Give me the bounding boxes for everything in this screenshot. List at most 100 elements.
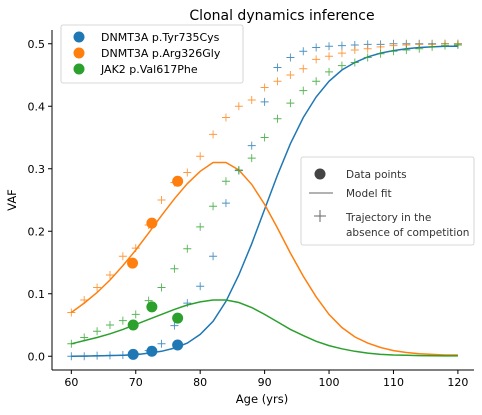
series-1-trajectory-point xyxy=(247,96,256,104)
series-1-trajectory-point xyxy=(363,44,372,53)
legend-series-1-label: DNMT3A p.Arg326Gly xyxy=(101,47,221,60)
series-1-trajectory-point xyxy=(350,46,359,54)
series-2-trajectory-point xyxy=(376,49,385,58)
series-2-data-point xyxy=(146,301,158,313)
series-0-trajectory-point xyxy=(286,53,295,62)
series-0-trajectory-point xyxy=(299,47,308,56)
series-2-trajectory-point xyxy=(157,283,166,292)
series-1-trajectory-point xyxy=(312,55,321,64)
series-1-trajectory-point xyxy=(157,196,166,204)
legend-trajectory-label-line1: Trajectory in the xyxy=(345,212,431,224)
series-legend: DNMT3A p.Tyr735Cys DNMT3A p.Arg326Gly JA… xyxy=(60,24,244,84)
series-0-trajectory-point xyxy=(247,141,256,150)
series-0-trajectory-point xyxy=(221,199,230,208)
y-ticks: 0.0 0.1 0.2 0.3 0.4 0.5 xyxy=(28,38,52,363)
series-2-data-point xyxy=(172,312,184,324)
series-2-trajectory-point xyxy=(131,310,140,319)
y-tick-label: 0.1 xyxy=(28,288,46,301)
x-tick-label: 70 xyxy=(129,376,143,389)
series-0-trajectory-point xyxy=(196,282,205,291)
series-2-trajectory-point xyxy=(312,77,321,86)
series-1-model-fit-line xyxy=(70,161,458,356)
legend-data-points-label: Data points xyxy=(346,169,407,181)
series-1-trajectory-point xyxy=(273,77,282,86)
series-2-trajectory-point xyxy=(183,244,192,253)
series-0-trajectory-point xyxy=(312,43,321,52)
series-0-trajectory-point xyxy=(209,252,218,261)
series-2-trajectory-point xyxy=(273,114,282,123)
x-ticks: 60 70 80 90 100 110 120 xyxy=(64,370,468,389)
series-1-trajectory-point xyxy=(260,83,269,92)
x-tick-label: 110 xyxy=(383,376,404,389)
series-2-trajectory-point xyxy=(363,53,372,62)
series-2-trajectory-point xyxy=(389,47,398,56)
series-2-trajectory-point xyxy=(337,61,346,70)
y-tick-label: 0.2 xyxy=(28,225,46,238)
series-1-trajectory-point xyxy=(337,49,346,58)
series-2-trajectory-point xyxy=(415,44,424,53)
series-1-trajectory-point xyxy=(183,168,192,177)
series-2-trajectory-point xyxy=(118,316,127,325)
series-2-trajectory-point xyxy=(428,42,437,51)
y-axis-label: VAF xyxy=(5,189,19,211)
series-0-data-point xyxy=(127,348,139,360)
y-tick-label: 0.4 xyxy=(28,100,46,113)
series-0-trajectory-point xyxy=(260,97,269,106)
series-1-data-point xyxy=(146,217,158,229)
x-tick-label: 60 xyxy=(64,376,78,389)
series-2-trajectory-point xyxy=(196,222,205,231)
legend-model-fit-label: Model fit xyxy=(346,188,392,200)
series-2-trajectory-point xyxy=(402,46,411,54)
series-0-data-point xyxy=(172,339,184,351)
y-tick-label: 0.3 xyxy=(28,163,46,176)
legend-series-1-marker xyxy=(73,47,85,59)
series-1-trajectory-point xyxy=(221,113,230,122)
series-0-data-point xyxy=(146,345,158,357)
series-2-trajectory-point xyxy=(170,264,179,273)
series-1-trajectory-point xyxy=(234,102,243,111)
legend-series-2-label: JAK2 p.Val617Phe xyxy=(100,63,198,76)
legend-trajectory-label-line2: absence of competition xyxy=(346,227,469,239)
series-1-trajectory-point xyxy=(196,152,205,161)
series-0-trajectory-point xyxy=(273,63,282,72)
series-0-trajectory-point xyxy=(170,321,179,330)
series-1-trajectory-point xyxy=(118,252,127,261)
series-1-trajectory-point xyxy=(325,52,334,61)
x-tick-label: 100 xyxy=(319,376,340,389)
series-1-trajectory-point xyxy=(209,130,218,139)
legend-data-points-icon xyxy=(314,168,326,180)
legend-series-0-marker xyxy=(73,31,85,43)
marks-legend: Data points Model fit Trajectory in the … xyxy=(300,156,475,246)
x-tick-label: 80 xyxy=(193,376,207,389)
y-tick-label: 0.5 xyxy=(28,38,46,51)
series-1-data-point xyxy=(127,257,139,269)
series-2-trajectory-point xyxy=(299,86,308,95)
series-2-trajectory-point xyxy=(209,202,218,211)
series-2-trajectory-point xyxy=(247,154,256,163)
series-2-trajectory-point xyxy=(350,58,359,67)
marks-legend-frame xyxy=(300,156,475,246)
series-legend-frame xyxy=(60,24,244,84)
series-2-trajectory-point xyxy=(441,41,450,50)
series-2-trajectory-point xyxy=(260,133,269,142)
series-0-trajectory-point xyxy=(157,339,166,348)
series-2-trajectory-point xyxy=(234,166,243,174)
series-0-trajectory-point xyxy=(325,42,334,51)
x-tick-label: 90 xyxy=(258,376,272,389)
chart-title: Clonal dynamics inference xyxy=(189,8,374,24)
y-tick-label: 0.0 xyxy=(28,350,46,363)
plot-area xyxy=(67,39,462,361)
series-2-trajectory-point xyxy=(221,177,230,186)
series-2-trajectory-point xyxy=(286,99,295,108)
series-2-trajectory-point xyxy=(105,321,114,329)
x-tick-label: 120 xyxy=(447,376,468,389)
legend-trajectory-icon xyxy=(314,210,326,222)
series-1-trajectory-point xyxy=(105,271,114,279)
series-2-trajectory-point xyxy=(453,41,462,49)
series-2-data-point xyxy=(127,319,139,331)
series-1-trajectory-point xyxy=(93,283,102,292)
series-2-trajectory-point xyxy=(93,327,102,336)
series-1-trajectory-point xyxy=(286,71,295,79)
series-1-data-point xyxy=(172,175,184,187)
series-2-trajectory-point xyxy=(325,67,334,76)
